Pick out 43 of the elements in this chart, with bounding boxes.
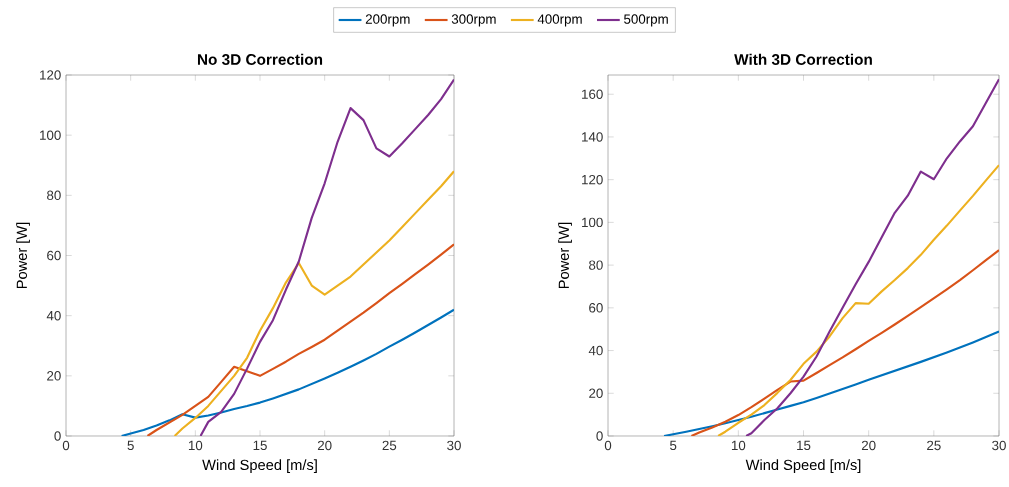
y-tick-label: 160 (582, 89, 603, 99)
x-tick-label: 10 (188, 440, 203, 451)
x-tick-label: 5 (670, 440, 677, 451)
y-tick-label: 120 (40, 70, 61, 80)
x-tick-label: 10 (731, 440, 746, 451)
x-tick-label: 30 (992, 440, 1006, 451)
x-tick-label: 0 (62, 440, 70, 451)
x-tick-label: 15 (797, 440, 811, 451)
y-tick-label: 80 (47, 190, 61, 201)
y-tick-label: 60 (47, 250, 61, 261)
x-tick-label: 25 (382, 440, 397, 451)
y-tick-label: 0 (596, 431, 603, 441)
chart-title: No 3D Correction (197, 53, 323, 65)
legend-label: 500rpm (624, 14, 668, 27)
line-series (199, 78, 454, 436)
y-tick-label: 80 (589, 260, 603, 270)
x-tick-label: 25 (927, 440, 941, 451)
y-tick-label: 20 (589, 388, 603, 398)
y-tick-label: 20 (47, 371, 61, 381)
y-tick-label: 0 (54, 431, 61, 441)
y-tick-label: 40 (588, 345, 603, 356)
x-tick-label: 20 (317, 440, 332, 451)
legend-label: 400rpm (537, 14, 582, 27)
x-tick-label: 5 (127, 440, 134, 451)
x-tick-label: 30 (447, 440, 461, 451)
legend-label: 300rpm (451, 14, 496, 27)
x-tick-label: 15 (253, 440, 267, 451)
x-axis-title: Wind Speed [m/s] (745, 459, 861, 473)
y-tick-label: 120 (582, 174, 603, 185)
y-tick-label: 140 (582, 132, 603, 142)
y-tick-label: 100 (40, 130, 61, 140)
legend-label: 200rpm (365, 14, 410, 27)
y-axis-title: Power [W] (558, 222, 572, 289)
x-axis-title: Wind Speed [m/s] (202, 459, 317, 473)
y-tick-label: 60 (589, 303, 603, 313)
chart-title: With 3D Correction (734, 53, 872, 65)
line-series (745, 78, 999, 436)
y-axis-title: Power [W] (16, 222, 30, 289)
line-series (717, 164, 999, 436)
y-tick-label: 40 (46, 310, 61, 321)
y-tick-label: 100 (582, 217, 603, 228)
x-tick-label: 0 (604, 440, 612, 451)
x-tick-label: 20 (861, 440, 876, 451)
